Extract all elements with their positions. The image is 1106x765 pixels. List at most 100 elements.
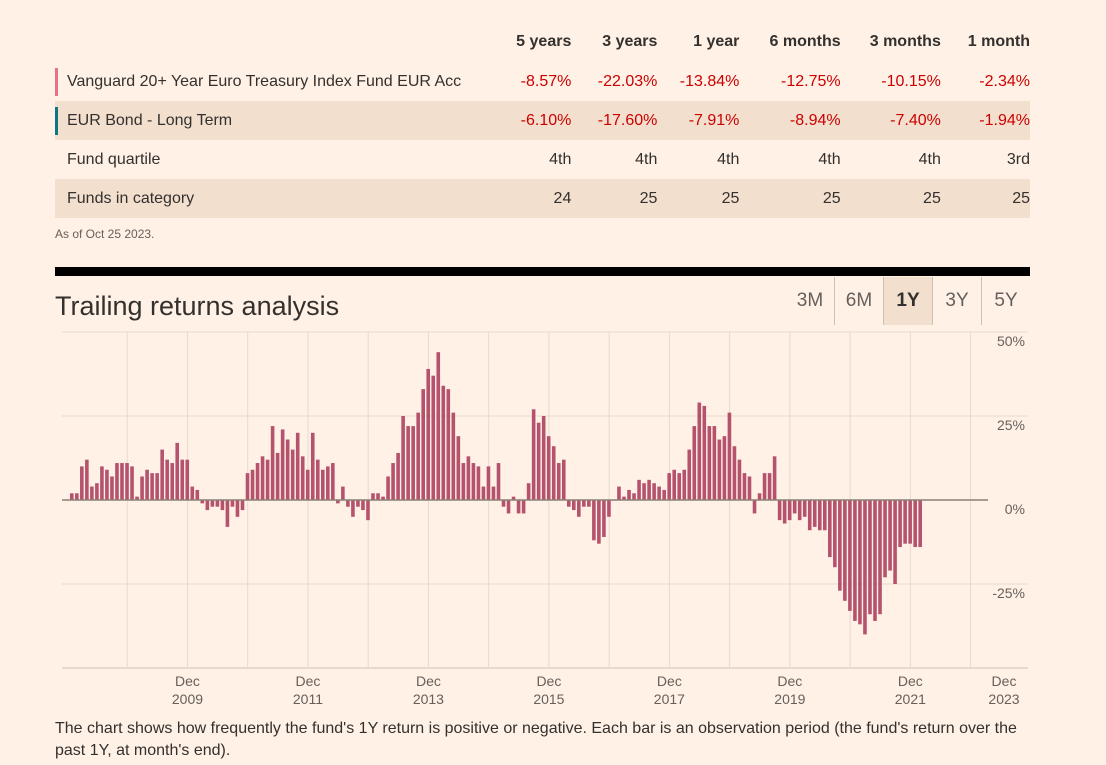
chart-bar — [331, 463, 335, 500]
chart-bar — [461, 463, 466, 500]
x-tick-label-year: 2017 — [654, 691, 685, 707]
chart-bar — [471, 463, 476, 500]
y-tick-label: -25% — [992, 585, 1025, 601]
chart-bar — [125, 463, 129, 500]
chart-bar — [722, 436, 727, 500]
chart-bar — [185, 459, 190, 500]
x-tick-label-year: 2019 — [774, 691, 805, 707]
header-1-year: 1 year — [693, 33, 740, 50]
chart-bar — [697, 402, 702, 500]
table-cell: -1.94% — [940, 101, 1030, 140]
chart-bar — [838, 500, 842, 591]
chart-bar — [647, 479, 651, 500]
tab-5y[interactable]: 5Y — [981, 277, 1030, 325]
chart-bar — [607, 500, 611, 517]
chart-bar — [597, 500, 601, 544]
chart-bar — [366, 500, 370, 521]
chart-bar — [351, 500, 355, 517]
chart-bar — [807, 500, 812, 531]
header-6-months: 6 months — [769, 33, 841, 50]
chart-bar — [687, 449, 692, 500]
chart-bar — [802, 500, 807, 517]
table-cell: 3rd — [1006, 150, 1030, 168]
chart-bar — [140, 476, 144, 500]
chart-bar — [376, 493, 380, 500]
chart-bar — [451, 412, 456, 500]
as-of-date: As of Oct 25 2023. — [55, 227, 155, 241]
chart-bar — [551, 446, 556, 500]
x-tick-label-year: 2015 — [533, 691, 564, 707]
chart-bar — [727, 412, 732, 500]
chart-bar — [361, 500, 365, 511]
tab-3y[interactable]: 3Y — [932, 277, 981, 325]
chart-bar — [305, 469, 310, 500]
row-label: Funds in category — [55, 179, 504, 218]
chart-bar — [406, 426, 410, 500]
table-cell: 25 — [657, 179, 740, 218]
x-tick-label-month: Dec — [416, 673, 441, 689]
table-cell: -6.10% — [503, 101, 572, 140]
chart-bar — [255, 463, 260, 500]
table-cell: -8.57% — [520, 72, 572, 90]
chart-title: Trailing returns analysis — [55, 291, 340, 321]
chart-bar — [772, 456, 777, 500]
table-row-category: EUR Bond - Long Term -6.10% -17.60% -7.9… — [55, 101, 1030, 140]
chart-bar — [195, 489, 200, 500]
table-row-fund: Vanguard 20+ Year Euro Treasury Index Fu… — [55, 62, 1030, 101]
chart-bar — [481, 486, 486, 500]
chart-bar — [356, 500, 360, 507]
chart-bar — [873, 500, 877, 621]
chart-bar — [210, 500, 215, 507]
chart-bar — [496, 463, 501, 500]
x-tick-label-month: Dec — [992, 673, 1017, 689]
chart-bar — [175, 442, 180, 500]
table-cell: 25 — [840, 179, 941, 218]
table-cell: 4th — [818, 150, 841, 168]
period-tabs: 3M 6M 1Y 3Y 5Y — [786, 277, 1030, 325]
chart-bar — [386, 476, 390, 500]
chart-bar — [516, 500, 521, 514]
chart-bar — [828, 500, 832, 558]
category-name: EUR Bond - Long Term — [67, 111, 233, 129]
chart-bar — [391, 463, 395, 500]
tab-1y[interactable]: 1Y — [883, 277, 932, 325]
chart-bar — [817, 500, 822, 531]
table-cell: 4th — [918, 150, 941, 168]
tab-6m[interactable]: 6M — [834, 277, 883, 325]
table-cell: 4th — [717, 150, 740, 168]
chart-bar — [617, 486, 621, 500]
row-label-cell: Vanguard 20+ Year Euro Treasury Index Fu… — [55, 62, 504, 101]
row-label: Fund quartile — [67, 150, 161, 168]
chart-bar — [812, 500, 817, 527]
chart-bar — [85, 459, 89, 500]
row-label-cell: EUR Bond - Long Term — [55, 101, 504, 140]
chart-bar — [546, 436, 551, 500]
tab-3m[interactable]: 3M — [796, 290, 824, 311]
table-row-funds-in-category: Funds in category 24 25 25 25 25 25 — [55, 179, 1030, 218]
chart-bar — [240, 500, 245, 511]
chart-bar — [105, 469, 109, 500]
chart-bar — [300, 456, 305, 500]
chart-bar — [717, 439, 722, 500]
chart-bar — [336, 500, 340, 504]
chart-bar — [712, 426, 717, 500]
chart-bar — [225, 500, 230, 527]
performance-table: 5 years 3 years 1 year 6 months 3 months… — [55, 22, 1030, 218]
chart-bar — [531, 409, 536, 500]
chart-bar — [622, 496, 626, 500]
chart-bar — [632, 493, 636, 500]
chart-bar — [401, 416, 405, 500]
chart-bar — [205, 500, 210, 511]
chart-bar — [833, 500, 837, 568]
chart-bar — [878, 500, 882, 615]
chart-bar — [326, 466, 330, 500]
chart-bar — [521, 500, 526, 514]
chart-bar — [913, 500, 917, 548]
chart-bar — [767, 473, 772, 500]
y-tick-label: 0% — [1005, 501, 1025, 517]
chart-bar — [441, 385, 446, 500]
x-tick-label-year: 2013 — [413, 691, 444, 707]
chart-bar — [285, 439, 290, 500]
chart-bar — [321, 469, 325, 500]
chart-bar — [627, 489, 631, 500]
